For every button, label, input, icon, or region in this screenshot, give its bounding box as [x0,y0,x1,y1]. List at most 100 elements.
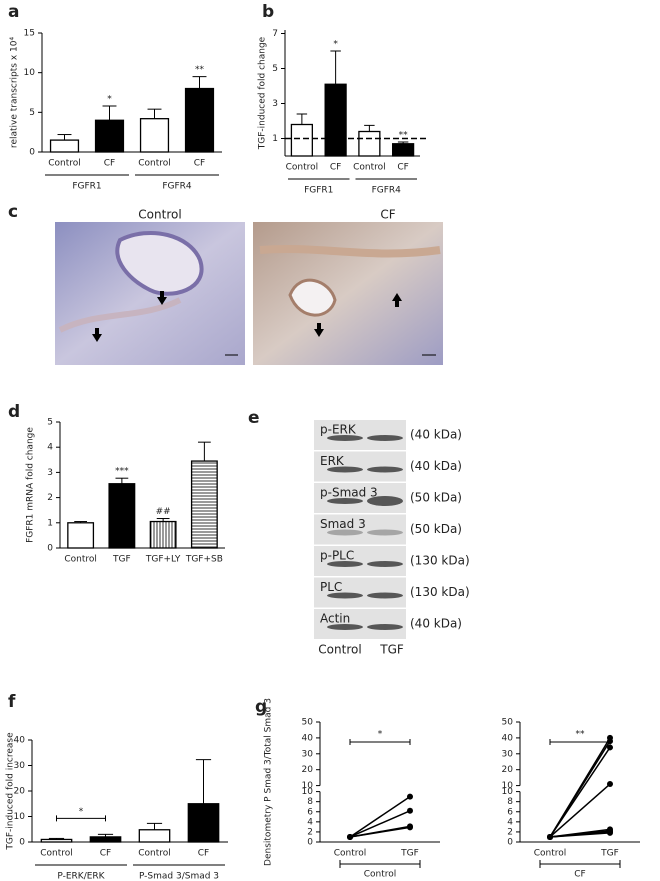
y-tick-label: 6 [507,807,513,817]
band [327,561,363,567]
x-tick-label: TGF+SB [185,555,223,565]
image-label: CF [380,208,395,222]
y-tick-label: 5 [47,418,53,428]
y-axis-label: relative transcripts x 10⁴ [10,37,20,149]
error-bar [197,441,211,462]
blot-row [314,609,406,639]
y-tick-label: 30 [502,749,514,759]
band-size: (40 kDa) [410,459,462,473]
group-label: FGFR1 [72,182,101,192]
y-tick-label: 1 [272,134,278,144]
error-bar [102,105,117,121]
y-tick-label: 0 [47,544,53,554]
bar [89,836,122,843]
y-tick-label: 50 [502,718,514,728]
y-tick-label: 10 [502,787,514,797]
bar [358,130,381,157]
band-name: PLC [320,580,342,594]
micrograph [55,222,245,365]
band-size: (40 kDa) [410,617,462,631]
bar [290,123,313,157]
band-size: (50 kDa) [410,491,462,505]
y-tick-label: 3 [272,99,278,109]
error-bar [156,518,170,522]
y-tick-label: 20 [14,787,26,797]
band-size: (40 kDa) [410,428,462,442]
group-label: Control [364,870,397,880]
group-label: FGFR4 [372,186,402,196]
y-tick-label: 40 [302,733,314,743]
error-bar [146,822,163,830]
band [367,529,403,536]
y-tick-label: 30 [302,749,314,759]
point [547,833,553,840]
x-tick-label: CF [100,849,111,859]
x-tick-label: CF [198,849,209,859]
y-tick-label: 30 [14,761,26,771]
bar [94,119,125,153]
panel-letter: b [262,2,274,22]
bar [190,460,218,549]
point [347,833,353,840]
band-name: p-ERK [320,423,357,437]
y-tick-label: 7 [272,29,278,39]
y-tick-label: 1 [47,518,53,528]
group-label: FGFR1 [304,186,333,196]
significance: ** [195,65,205,75]
band [327,435,363,441]
micrograph [253,222,443,365]
point [407,793,413,800]
y-tick-label: 10 [502,781,514,791]
x-tick-label: Control [353,163,386,173]
band-name: ERK [320,454,345,468]
lane-label: Control [318,643,361,657]
bar [40,838,73,843]
significance: ** [576,730,586,740]
band-size: (130 kDa) [410,585,470,599]
point [607,781,613,788]
error-bar [147,108,162,119]
x-tick-label: Control [138,159,171,169]
y-tick-label: 50 [302,718,314,728]
y-tick-label: 4 [47,443,53,453]
blot-row [314,420,406,450]
y-tick-label: 20 [302,765,314,775]
blot-row [314,451,406,482]
band [327,624,363,630]
bar [184,87,215,153]
blot-row [314,546,406,576]
series-line [349,796,411,838]
x-tick-label: Control [286,163,319,173]
error-bar [74,521,88,523]
band [367,592,403,599]
error-bar [397,141,409,144]
x-tick-label: TGF [112,555,131,565]
blot-row [314,577,406,608]
significance: * [107,94,112,104]
bar [324,83,347,157]
group-label: FGFR4 [162,182,192,192]
significance: * [79,807,84,817]
y-tick-label: 10 [24,68,36,78]
error-bar [330,50,341,85]
bar [187,803,220,843]
significance: * [333,40,338,50]
band [327,466,363,473]
y-axis-label: FGFR1 mRNA fold change [26,427,36,543]
bar [49,139,80,153]
y-tick-label: 8 [307,797,313,807]
y-tick-label: 2 [47,493,53,503]
error-bar [364,124,375,132]
panel-letter: c [8,202,18,222]
point [607,744,613,751]
significance: *** [115,467,129,477]
band-size: (130 kDa) [410,554,470,568]
x-tick-label: CF [104,159,115,169]
bar [149,520,177,549]
significance: * [378,730,383,740]
point [407,807,413,814]
x-tick-label: Control [64,555,97,565]
y-axis-label: Densitometry P Smad 3/Total Smad 3 [264,698,274,866]
band-name: p-PLC [320,549,354,563]
